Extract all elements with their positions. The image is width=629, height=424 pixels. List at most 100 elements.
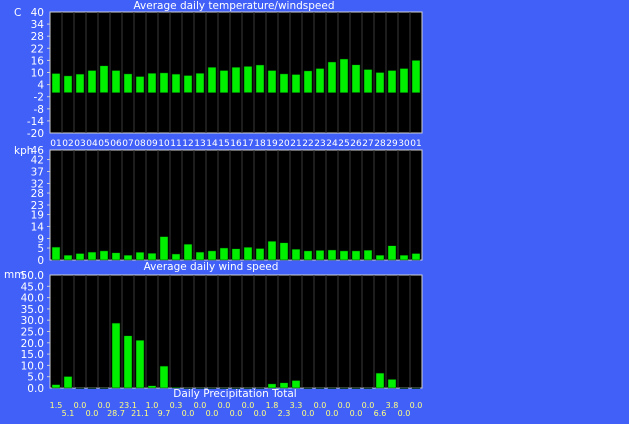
x-tick-label: 28 [374, 139, 386, 149]
y-tick-label: 50.0 [21, 270, 44, 282]
bar [279, 242, 289, 261]
bar [195, 251, 205, 261]
x-tick-label: 09 [146, 139, 158, 149]
bar [63, 376, 73, 389]
bar [147, 385, 157, 389]
y-tick-label: 25.0 [21, 327, 44, 339]
temperature-chart-title: Average daily temperature/windspeed [133, 0, 334, 12]
data-label: 0.0 [182, 409, 195, 418]
bar [267, 241, 277, 261]
bar [195, 73, 205, 93]
data-label: 0.3 [170, 401, 183, 410]
temperature-y-unit: C [14, 7, 21, 19]
x-tick-label: 25 [338, 139, 349, 149]
x-tick-label: 29 [386, 139, 398, 149]
bar [339, 58, 349, 93]
x-tick-label: 21 [290, 139, 301, 149]
bar [111, 70, 121, 93]
y-tick-label: 35.0 [21, 304, 44, 316]
x-tick-label: 07 [122, 139, 133, 149]
bar [147, 73, 157, 93]
x-tick-label: 05 [98, 139, 109, 149]
bar [399, 68, 409, 93]
y-tick-label: -14 [27, 116, 44, 128]
x-tick-label: 17 [242, 139, 253, 149]
y-tick-label: 40.0 [21, 293, 44, 305]
bar [75, 73, 85, 93]
bar [231, 387, 241, 389]
x-tick-label: 23 [314, 139, 325, 149]
y-tick-label: 14 [31, 222, 45, 234]
bar [255, 248, 265, 261]
x-tick-label: 08 [134, 139, 146, 149]
y-tick-label: 22 [31, 43, 44, 55]
bar [351, 64, 361, 93]
bar [387, 70, 397, 93]
y-tick-label: -2 [34, 92, 44, 104]
data-label: 3.3 [290, 401, 303, 410]
bar [279, 73, 289, 93]
bar [183, 75, 193, 93]
bar [255, 64, 265, 93]
y-tick-label: 5 [37, 243, 44, 255]
x-tick-label: 26 [350, 139, 362, 149]
data-label: 1.0 [146, 401, 159, 410]
bar [303, 387, 313, 389]
bar [375, 72, 385, 93]
bar [87, 251, 97, 261]
bar [183, 243, 193, 261]
x-tick-label: 04 [86, 139, 98, 149]
x-tick-label: 01 [50, 139, 61, 149]
bar [99, 65, 109, 93]
y-tick-label: 0 [37, 255, 44, 267]
data-label: 9.7 [158, 409, 171, 418]
data-label: 0.0 [242, 401, 255, 410]
bar [159, 236, 169, 261]
bar [327, 387, 337, 389]
bar [111, 252, 121, 261]
bar [315, 387, 325, 389]
x-tick-label: 14 [206, 139, 218, 149]
data-label: 6.6 [374, 409, 387, 418]
bar [351, 250, 361, 261]
data-label: 0.0 [230, 409, 243, 418]
bar [207, 387, 217, 389]
y-tick-label: -20 [27, 128, 44, 140]
bar [303, 70, 313, 93]
wind-y-unit: kph [14, 145, 33, 157]
precipitation-plot-area [49, 274, 423, 389]
bar [87, 70, 97, 93]
y-tick-label: 15.0 [21, 349, 44, 361]
bar [399, 387, 409, 389]
data-label: 0.0 [314, 401, 327, 410]
bar [51, 73, 61, 93]
x-tick-label: 03 [74, 139, 85, 149]
bar [135, 340, 145, 389]
y-tick-label: 10 [31, 68, 44, 80]
data-label: 0.0 [410, 401, 423, 410]
y-tick-label: 32 [31, 179, 44, 191]
precipitation-panel: mm 50.045.040.035.030.025.020.015.010.05… [4, 269, 423, 418]
bar [243, 247, 253, 261]
bar [51, 246, 61, 261]
data-label: 0.0 [398, 409, 411, 418]
x-tick-label: 22 [302, 139, 313, 149]
data-label: 1.5 [50, 401, 63, 410]
x-tick-label: 13 [194, 139, 205, 149]
y-tick-label: 46 [31, 145, 45, 157]
data-label: 0.0 [218, 401, 231, 410]
bar [327, 249, 337, 261]
bar [267, 383, 277, 389]
data-label: 0.0 [86, 409, 99, 418]
bar [207, 67, 217, 93]
bar [159, 365, 169, 389]
x-tick-label: 10 [158, 139, 170, 149]
bar [231, 67, 241, 93]
data-label: 0.0 [350, 409, 363, 418]
bar [219, 70, 229, 93]
y-tick-label: 9 [37, 234, 44, 246]
y-tick-label: 34 [31, 19, 45, 31]
data-label: 5.1 [62, 409, 75, 418]
x-tick-label: 19 [266, 139, 278, 149]
